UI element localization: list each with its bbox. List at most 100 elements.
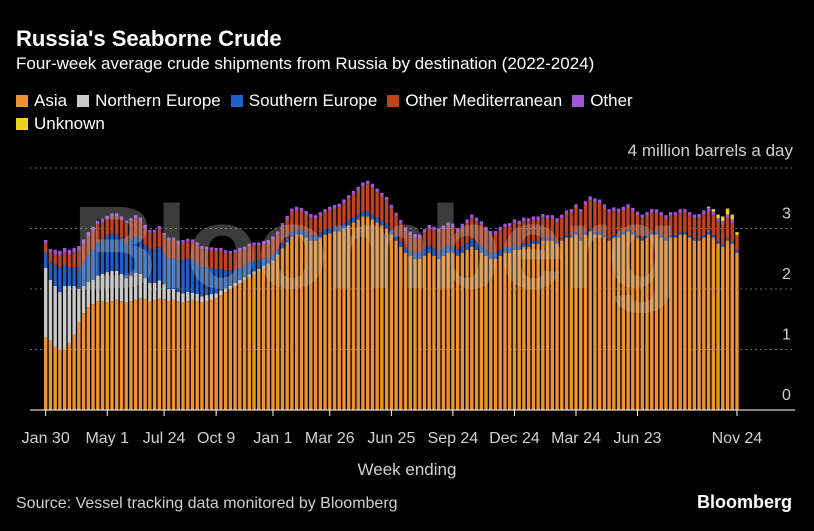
bar-segment-southern-europe — [271, 254, 275, 261]
bar-segment-other-mediterranean — [436, 232, 441, 252]
bar-segment-southern-europe — [678, 232, 682, 235]
bar-segment-southern-europe — [479, 245, 483, 253]
bar-segment-asia — [616, 237, 621, 410]
bar-segment-other — [228, 250, 233, 254]
bar-segment-other — [266, 240, 270, 244]
bar-segment-other-mediterranean — [81, 243, 86, 262]
bar-segment-asia — [190, 299, 195, 410]
bar-segment-other — [512, 219, 517, 224]
bar-segment-northern-europe — [96, 275, 100, 302]
bar-segment-other-mediterranean — [58, 255, 62, 268]
bar-segment-southern-europe — [692, 238, 697, 241]
chart-legend: Asia Northern Europe Southern Europe Other … — [16, 89, 756, 135]
bar-segment-other — [635, 211, 640, 216]
bar-segment-northern-europe — [129, 275, 133, 302]
bar-segment-other — [124, 220, 128, 224]
bar-segment-southern-europe — [631, 232, 635, 235]
bar-segment-other-mediterranean — [247, 246, 251, 263]
bar-segment-other-mediterranean — [233, 252, 237, 270]
bar-segment-other — [190, 239, 195, 243]
bar-segment-other-mediterranean — [380, 196, 384, 221]
bar-segment-asia — [706, 234, 711, 410]
bar-segment-northern-europe — [157, 280, 162, 299]
bar-segment-other-mediterranean — [124, 223, 128, 244]
bar-segment-southern-europe — [593, 232, 597, 235]
bar-segment-other — [152, 229, 157, 233]
bar-segment-northern-europe — [228, 285, 233, 289]
bar-segment-other — [650, 209, 654, 213]
bar-segment-other — [162, 232, 166, 236]
bar-segment-asia — [77, 322, 81, 410]
bar-segment-southern-europe — [309, 235, 313, 241]
bar-segment-northern-europe — [186, 292, 190, 302]
bar-segment-asia — [403, 252, 408, 410]
bar-segment-other — [242, 246, 247, 250]
bar-segment-asia — [635, 237, 640, 410]
bar-segment-asia — [531, 243, 536, 411]
bar-segment-other — [550, 215, 555, 219]
bar-segment-southern-europe — [403, 247, 408, 253]
bar-segment-northern-europe — [181, 293, 185, 303]
bar-segment-asia — [640, 240, 644, 410]
bar-segment-other-mediterranean — [143, 227, 147, 245]
bar-segment-asia — [214, 298, 218, 410]
bar-segment-other-mediterranean — [408, 235, 412, 251]
bar-segment-southern-europe — [711, 235, 715, 238]
bar-segment-other-mediterranean — [612, 210, 616, 236]
bar-segment-asia — [418, 258, 422, 410]
bar-segment-northern-europe — [238, 279, 242, 283]
bar-segment-southern-europe — [342, 223, 346, 229]
bar-segment-northern-europe — [133, 272, 138, 300]
bar-segment-asia — [157, 298, 162, 410]
bar-segment-asia — [105, 302, 109, 410]
bar-segment-asia — [143, 299, 147, 410]
bar-segment-other-mediterranean — [541, 217, 545, 238]
bar-segment-southern-europe — [58, 267, 62, 293]
bar-segment-other-mediterranean — [422, 232, 427, 249]
bar-segment-southern-europe — [200, 267, 204, 297]
bar-segment-southern-europe — [517, 246, 521, 250]
bar-segment-asia — [432, 255, 436, 410]
bar-segment-other — [294, 206, 299, 211]
bar-segment-southern-europe — [299, 229, 304, 235]
bar-segment-other-mediterranean — [257, 245, 261, 260]
bar-segment-southern-europe — [323, 229, 327, 235]
bar-segment-other — [110, 213, 114, 217]
bar-segment-other-mediterranean — [569, 212, 573, 236]
bar-segment-other-mediterranean — [640, 218, 644, 239]
bar-segment-other — [186, 238, 190, 242]
bar-segment-asia — [517, 249, 521, 410]
bar-segment-other-mediterranean — [148, 232, 152, 250]
bar-segment-southern-europe — [370, 214, 375, 220]
bar-segment-southern-europe — [541, 237, 545, 241]
bar-segment-other-mediterranean — [72, 252, 76, 268]
bar-segment-southern-europe — [115, 234, 119, 271]
bar-segment-asia — [219, 295, 223, 410]
bar-segment-asia — [285, 243, 289, 411]
bar-segment-other-mediterranean — [223, 253, 228, 271]
bar-segment-asia — [607, 240, 611, 410]
bar-segment-asia — [413, 258, 417, 410]
bar-segment-other-mediterranean — [384, 200, 389, 224]
bar-segment-other — [129, 218, 133, 222]
x-tick-label: Dec 24 — [489, 430, 540, 447]
bar-segment-other-mediterranean — [138, 220, 143, 239]
x-axis-title: Week ending — [357, 460, 457, 479]
bar-segment-southern-europe — [100, 240, 105, 274]
bar-segment-asia — [261, 267, 266, 410]
bar-segment-other — [545, 215, 550, 219]
bar-segment-southern-europe — [347, 220, 351, 226]
bar-segment-other-mediterranean — [271, 239, 275, 255]
bar-segment-other-mediterranean — [460, 227, 465, 247]
bar-segment-other — [659, 212, 663, 216]
bar-segment-other-mediterranean — [356, 190, 360, 215]
bar-segment-other — [181, 240, 185, 244]
bar-segment-northern-europe — [176, 292, 180, 302]
bar-segment-asia — [365, 216, 370, 410]
bar-segment-other-mediterranean — [62, 252, 67, 265]
bar-segment-other-mediterranean — [536, 220, 540, 241]
bar-segment-other — [276, 231, 280, 235]
bar-segment-other — [96, 220, 100, 225]
bar-segment-other-mediterranean — [512, 223, 517, 245]
bar-segment-northern-europe — [53, 285, 57, 347]
